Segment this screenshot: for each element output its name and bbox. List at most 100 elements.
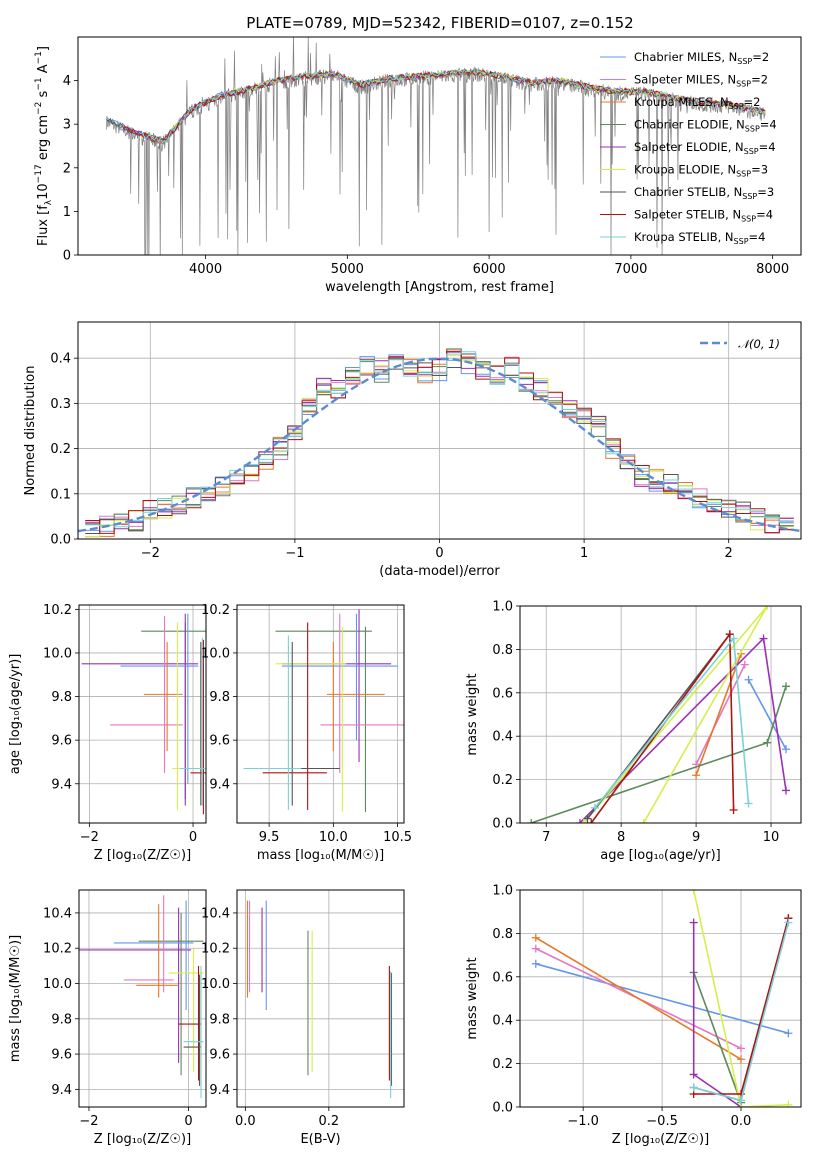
mass-weight-point xyxy=(740,660,749,669)
y-tick-label: 0.8 xyxy=(492,643,513,658)
legend-count: =4 xyxy=(759,140,776,154)
y-tick-label: 10.4 xyxy=(43,906,72,921)
y-tick-label: 1 xyxy=(63,205,71,220)
legend-subscript: SSP xyxy=(736,170,751,179)
legend-count: =2 xyxy=(752,50,769,64)
normal-distribution-curve xyxy=(77,357,802,533)
residuals-panel: −2 −1 0 1 2 0.0 0.1 0.2 0.3 0.4 (data-model)/error… xyxy=(23,321,802,579)
y-tick-label: 9.8 xyxy=(209,1012,230,1027)
mass-weight-point xyxy=(531,944,540,953)
y-tick-label: 0 xyxy=(63,249,71,264)
x-tick-label: 0 xyxy=(189,830,197,845)
y-tick-label: 0.0 xyxy=(50,533,71,548)
y-axis-label-part: −1 xyxy=(34,51,44,64)
axes-frame xyxy=(236,889,405,1108)
x-tick-label: −2 xyxy=(80,830,99,845)
x-tick-label: 6000 xyxy=(473,262,506,277)
x-tick-label: 7 xyxy=(542,830,550,845)
y-tick-label: 10.0 xyxy=(43,646,72,661)
y-axis-label: Flux [fλ10−17 erg cm−2 s−1 A−1] xyxy=(34,46,54,246)
y-tick-label: 0.2 xyxy=(492,1057,513,1072)
residual-histogram-step xyxy=(85,353,794,534)
x-tick-label: 10.5 xyxy=(383,830,412,845)
y-tick-label: 0.6 xyxy=(492,970,513,985)
mass-weight-point xyxy=(729,634,738,643)
mass-weight-point xyxy=(763,606,772,610)
y-tick-label: 10.2 xyxy=(43,942,72,957)
mass-weight-point xyxy=(692,771,701,780)
spectrum-panel: 4000 5000 6000 7000 8000 0 1 2 3 4 wavelength [Ang… xyxy=(34,36,802,295)
residual-histogram-step xyxy=(85,350,794,534)
y-axis-label: mass weight xyxy=(465,673,480,755)
y-tick-label: 1.0 xyxy=(492,884,513,899)
y-tick-label: 0.4 xyxy=(50,352,71,367)
y-tick-label: 9.4 xyxy=(209,1083,230,1098)
mass-weight-point xyxy=(587,819,596,823)
residual-histogram-step xyxy=(85,351,794,534)
mass-vs-metallicity-panel: −2 0 9.4 9.6 9.8 10.0 10.2 10.4 Z [log₁₀(Z/Z☉)] m… xyxy=(8,889,207,1147)
mass-weight-line xyxy=(590,631,735,823)
y-tick-label: 9.8 xyxy=(51,1012,72,1027)
x-tick-label: 0 xyxy=(435,546,443,561)
legend-subscript: SSP xyxy=(745,125,760,134)
x-axis-label: Z [log₁₀(Z/Z☉)] xyxy=(94,848,191,863)
residual-histogram-step xyxy=(85,348,794,530)
y-axis-label-part: −2 xyxy=(34,102,44,115)
x-axis-label: age [log₁₀(age/yr)] xyxy=(600,848,721,863)
age-vs-mass-panel: 9.5 10.0 10.5 9.4 9.6 9.8 10.0 10.2 mass [log₁₀(… xyxy=(201,603,412,863)
weight-vs-age-panel: 7 8 9 10 0.0 0.2 0.4 0.6 0.8 1.0 age [log₁₀(age/yr… xyxy=(465,600,802,863)
residual-histogram-step xyxy=(85,348,794,531)
mass-weight-line xyxy=(747,679,787,750)
y-tick-label: 0.4 xyxy=(492,730,513,745)
mass-weight-line xyxy=(692,922,742,1107)
y-tick-label: 10.2 xyxy=(201,603,230,618)
legend-subscript: SSP xyxy=(737,57,752,66)
mass-weight-point xyxy=(744,799,753,808)
mass-weight-point xyxy=(583,814,592,823)
x-tick-label: 0.2 xyxy=(319,1114,340,1129)
y-tick-label: 0.2 xyxy=(492,773,513,788)
y-axis-label-part: A xyxy=(36,64,51,77)
mass-weight-point xyxy=(527,819,536,823)
x-axis-label: Z [log₁₀(Z/Z☉)] xyxy=(94,1132,191,1147)
y-axis-label-part: −17 xyxy=(34,164,44,183)
x-tick-label: −1 xyxy=(285,546,304,561)
mass-weight-point xyxy=(737,1044,746,1053)
legend-label: Salpeter MILES, NSSP=2 xyxy=(634,73,768,89)
x-tick-label: −1.0 xyxy=(567,1114,599,1129)
legend-subscript: SSP xyxy=(736,80,751,89)
mass-weight-line xyxy=(695,653,742,776)
axes-frame xyxy=(519,605,802,824)
model-spectrum-line xyxy=(140,68,766,144)
y-tick-label: 9.8 xyxy=(51,690,72,705)
x-tick-label: 5000 xyxy=(331,262,364,277)
y-tick-label: 10.2 xyxy=(43,603,72,618)
y-tick-label: 10.2 xyxy=(201,942,230,957)
axes-frame xyxy=(77,36,802,256)
weight-vs-metallicity-panel: −1.0 −0.5 0.0 0.0 0.2 0.4 0.6 0.8 1.0 Z [log₁₀(Z/… xyxy=(465,884,802,1147)
axes-frame xyxy=(78,604,207,824)
mass-weight-point xyxy=(782,745,791,754)
mass-weight-point xyxy=(579,819,588,823)
y-axis-label: mass [log₁₀(M/M☉)] xyxy=(8,935,23,1062)
x-tick-label: 0.0 xyxy=(731,1114,752,1129)
y-axis-label: Normed distribution xyxy=(23,366,38,496)
x-tick-label: 0 xyxy=(184,1114,192,1129)
y-tick-label: 10.4 xyxy=(201,906,230,921)
legend-count: =4 xyxy=(749,230,766,244)
legend-label: Kroupa ELODIE, NSSP=3 xyxy=(634,163,768,179)
y-tick-label: 9.4 xyxy=(51,777,72,792)
x-tick-label: −0.5 xyxy=(646,1114,678,1129)
mass-weight-point xyxy=(531,933,540,942)
y-tick-label: 9.4 xyxy=(209,777,230,792)
y-tick-label: 0.8 xyxy=(492,927,513,942)
y-tick-label: 0.2 xyxy=(50,442,71,457)
x-tick-label: 10.0 xyxy=(319,830,348,845)
x-tick-label: 7000 xyxy=(614,262,647,277)
y-tick-label: 10.0 xyxy=(43,977,72,992)
legend-subscript: SSP xyxy=(742,192,757,201)
observed-spectrum-line xyxy=(106,37,766,255)
mass-weight-point xyxy=(531,959,540,968)
y-tick-label: 9.6 xyxy=(209,734,230,749)
legend-label: Chabrier ELODIE, NSSP=4 xyxy=(634,118,777,134)
